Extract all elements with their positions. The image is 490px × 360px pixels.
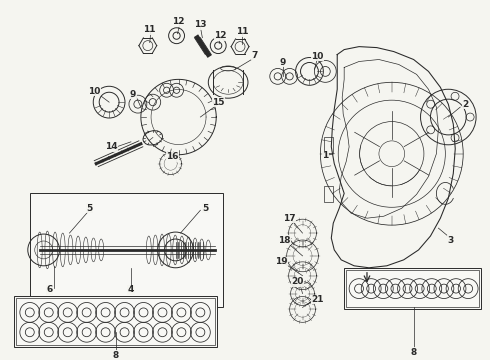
Bar xyxy=(324,186,333,202)
Text: 17: 17 xyxy=(283,214,296,223)
Text: 10: 10 xyxy=(88,87,100,96)
Bar xyxy=(324,137,333,153)
Bar xyxy=(30,193,223,307)
Bar xyxy=(14,296,217,347)
Bar xyxy=(344,268,481,310)
Text: 10: 10 xyxy=(311,52,323,61)
Text: 13: 13 xyxy=(194,20,207,29)
Text: 2: 2 xyxy=(462,100,468,109)
Text: 8: 8 xyxy=(113,351,119,360)
Text: 9: 9 xyxy=(279,58,286,67)
Text: 4: 4 xyxy=(128,285,134,294)
Text: 6: 6 xyxy=(47,285,53,294)
Text: 14: 14 xyxy=(105,142,118,151)
Text: 7: 7 xyxy=(252,51,258,60)
Text: 21: 21 xyxy=(311,295,324,304)
Text: 11: 11 xyxy=(143,25,155,34)
Text: 15: 15 xyxy=(212,98,224,107)
Text: 1: 1 xyxy=(322,151,328,160)
Text: 11: 11 xyxy=(236,27,248,36)
Text: 5: 5 xyxy=(202,204,208,213)
Text: 12: 12 xyxy=(172,17,185,26)
Bar xyxy=(16,297,215,345)
Text: 9: 9 xyxy=(130,90,136,99)
Bar xyxy=(346,270,479,307)
Text: 16: 16 xyxy=(166,152,179,161)
Text: 20: 20 xyxy=(292,277,304,286)
Text: 8: 8 xyxy=(411,348,416,357)
Text: 3: 3 xyxy=(447,235,453,244)
Text: 18: 18 xyxy=(278,235,291,244)
Text: 19: 19 xyxy=(275,257,288,266)
Text: 5: 5 xyxy=(86,204,93,213)
Text: 12: 12 xyxy=(214,31,226,40)
